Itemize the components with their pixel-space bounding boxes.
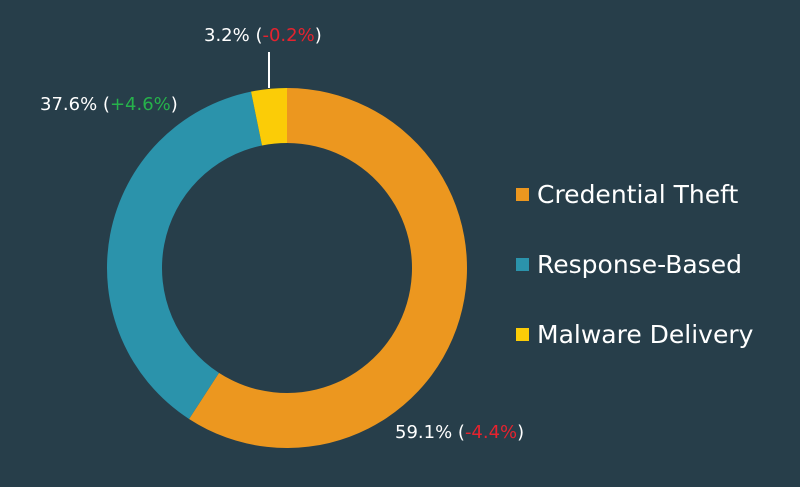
legend-item-credential-theft: Credential Theft	[516, 176, 753, 212]
value-label-response-based: 37.6% (	[40, 94, 110, 115]
legend-swatch-malware-delivery	[516, 327, 529, 341]
data-label-credential-theft: 59.1% (-4.4%)	[395, 422, 524, 443]
legend-swatch-credential-theft	[516, 187, 529, 201]
legend: Credential Theft Response-Based Malware …	[516, 176, 753, 386]
data-label-response-based: 37.6% (+4.6%)	[40, 94, 178, 115]
change-label-credential-theft: -4.4%	[465, 422, 517, 443]
legend-label-credential-theft: Credential Theft	[537, 179, 739, 209]
data-label-malware-delivery: 3.2% (-0.2%)	[204, 25, 322, 46]
legend-label-response-based: Response-Based	[537, 249, 742, 279]
slice-response-based	[107, 91, 263, 420]
change-label-malware-delivery: -0.2%	[262, 25, 314, 46]
legend-item-malware-delivery: Malware Delivery	[516, 316, 753, 352]
legend-swatch-response-based	[516, 257, 529, 271]
value-label-credential-theft: 59.1% (	[395, 422, 465, 443]
slice-credential-theft	[189, 88, 467, 448]
change-label-response-based: +4.6%	[110, 94, 171, 115]
value-label-malware-delivery: 3.2% (	[204, 25, 262, 46]
legend-item-response-based: Response-Based	[516, 246, 753, 282]
legend-label-malware-delivery: Malware Delivery	[537, 319, 754, 349]
slice-malware-delivery	[251, 88, 287, 146]
